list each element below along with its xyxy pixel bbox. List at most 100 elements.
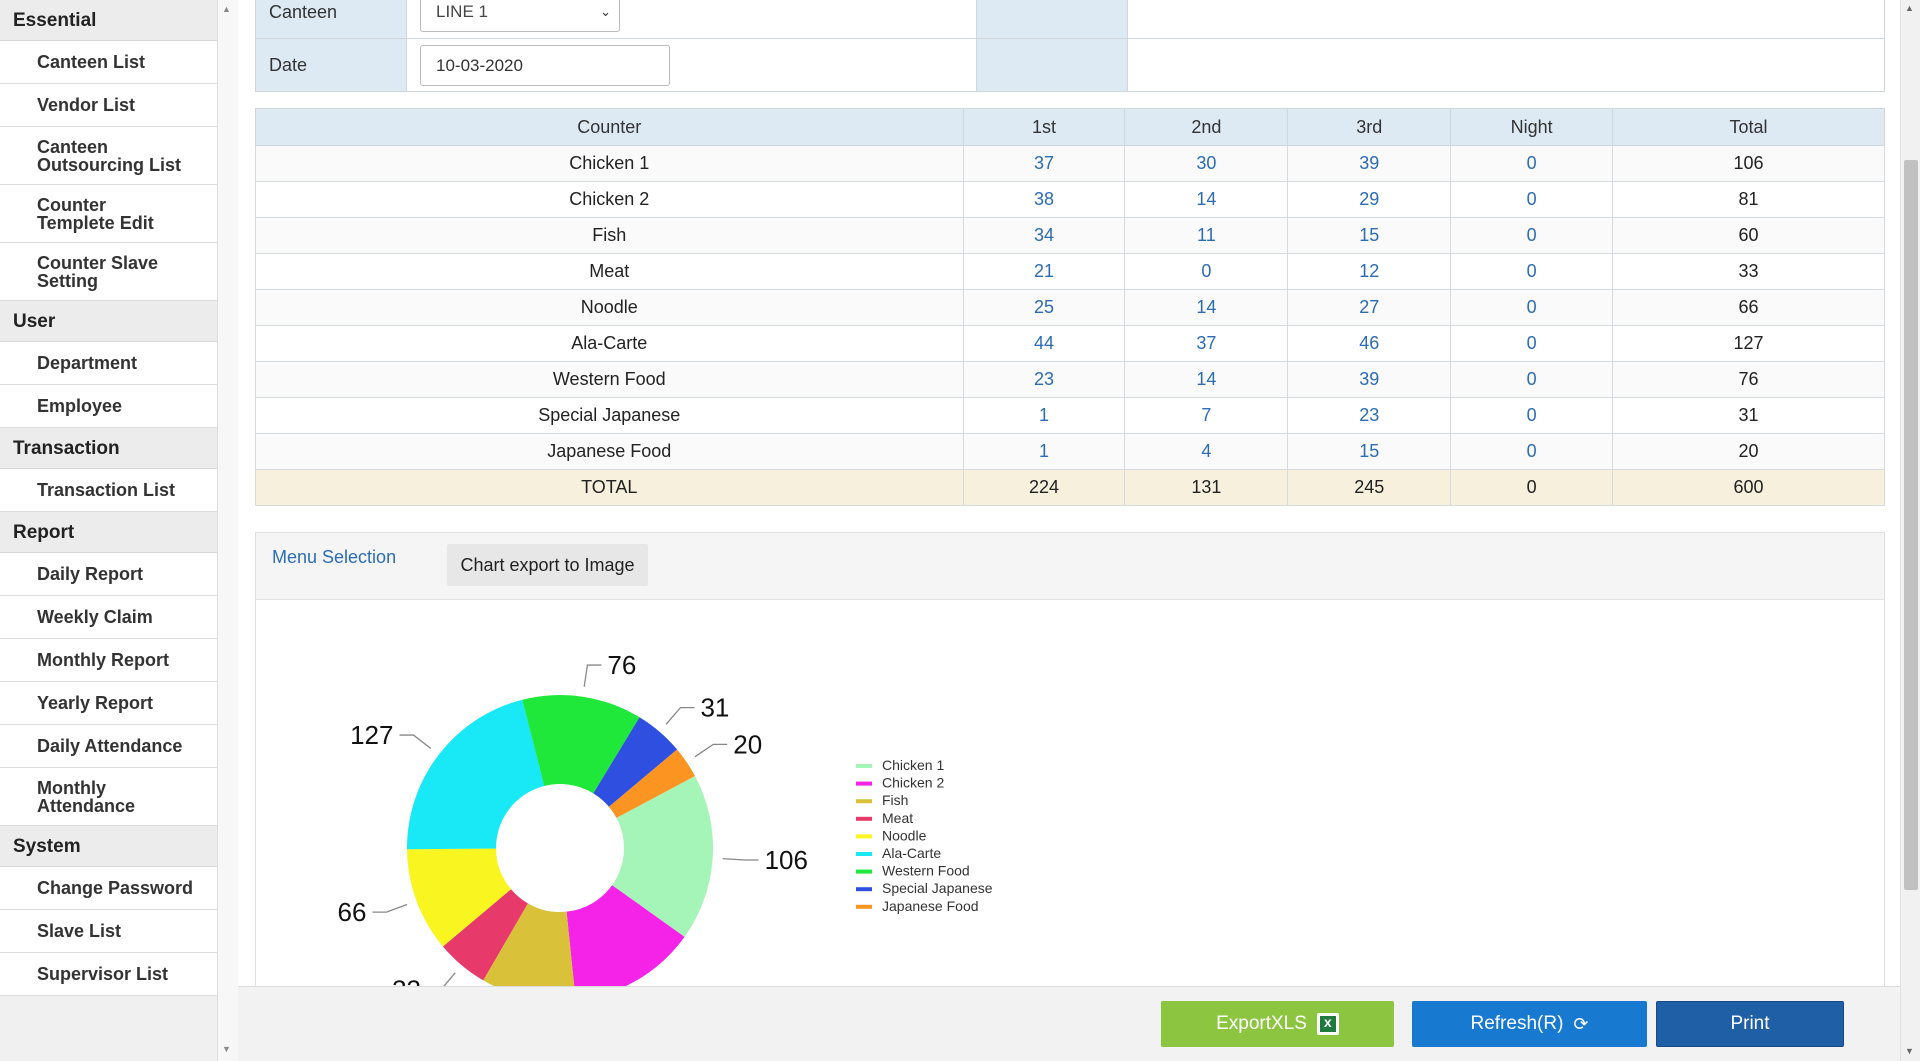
scroll-up-arrow-icon[interactable]: ▲ xyxy=(1905,3,1914,13)
count-link[interactable]: 12 xyxy=(1287,253,1452,290)
sidebar-item-daily-report[interactable]: Daily Report xyxy=(0,553,217,596)
sidebar-item-transaction-list[interactable]: Transaction List xyxy=(0,469,217,512)
legend-entry[interactable]: Western Food xyxy=(882,863,970,879)
count-link[interactable]: 11 xyxy=(1124,217,1289,254)
scroll-up-arrow-icon[interactable]: ▲ xyxy=(222,4,231,14)
sidebar-item-label: Monthly Report xyxy=(37,650,169,670)
refresh-button[interactable]: Refresh(R) ⟳ xyxy=(1412,1001,1647,1047)
legend-entry[interactable]: Fish xyxy=(882,792,908,808)
legend-entry[interactable]: Chicken 1 xyxy=(882,757,944,773)
scroll-down-arrow-icon[interactable]: ▼ xyxy=(222,1044,231,1054)
count-link[interactable]: 37 xyxy=(962,145,1126,182)
sidebar-item-monthly-report[interactable]: Monthly Report xyxy=(0,639,217,682)
chart-export-button[interactable]: Chart export to Image xyxy=(447,544,648,586)
legend-entry[interactable]: Ala-Carte xyxy=(882,845,941,861)
sidebar-group-essential[interactable]: Essential xyxy=(0,0,217,41)
count-link[interactable]: 14 xyxy=(1124,361,1289,398)
count-link[interactable]: 23 xyxy=(962,361,1126,398)
sidebar-item-yearly-report[interactable]: Yearly Report xyxy=(0,682,217,725)
count-link[interactable]: 0 xyxy=(1450,325,1614,362)
sidebar-group-user[interactable]: User xyxy=(0,301,217,342)
sidebar-item-department[interactable]: Department xyxy=(0,342,217,385)
sidebar-item-vendor-list[interactable]: Vendor List xyxy=(0,84,217,127)
legend-entry[interactable]: Japanese Food xyxy=(882,898,979,914)
pie-slice-special-japanese[interactable] xyxy=(593,717,678,807)
total-cell: 600 xyxy=(1612,469,1885,506)
count-link[interactable]: 14 xyxy=(1124,181,1289,218)
sidebar-item-counter-templete-edit[interactable]: Counter Templete Edit xyxy=(0,185,217,243)
count-link[interactable]: 39 xyxy=(1287,145,1452,182)
sidebar-item-employee[interactable]: Employee xyxy=(0,385,217,428)
sidebar-item-supervisor-list[interactable]: Supervisor List xyxy=(0,953,217,996)
pie-slice-chicken-2[interactable] xyxy=(566,885,685,1001)
sidebar-scrollbar[interactable]: ▲ ▼ xyxy=(218,0,238,1061)
sidebar-group-report[interactable]: Report xyxy=(0,512,217,553)
legend-swatch xyxy=(856,781,872,786)
count-link[interactable]: 38 xyxy=(962,181,1126,218)
sidebar-item-counter-slave-setting[interactable]: Counter Slave Setting xyxy=(0,243,217,301)
sidebar-item-monthly-attendance[interactable]: Monthly Attendance xyxy=(0,768,217,826)
count-link[interactable]: 0 xyxy=(1450,433,1614,470)
pie-slice-japanese-food[interactable] xyxy=(608,749,695,818)
pie-slice-ala-carte[interactable] xyxy=(407,699,545,850)
count-link[interactable]: 0 xyxy=(1450,289,1614,326)
count-link[interactable]: 4 xyxy=(1124,433,1289,470)
count-link[interactable]: 7 xyxy=(1124,397,1289,434)
pie-slice-chicken-1[interactable] xyxy=(612,775,713,937)
pie-slice-noodle[interactable] xyxy=(407,848,512,947)
sidebar-group-transaction[interactable]: Transaction xyxy=(0,428,217,469)
count-link[interactable]: 1 xyxy=(962,433,1126,470)
pie-slice-meat[interactable] xyxy=(442,889,528,981)
count-link[interactable]: 23 xyxy=(1287,397,1452,434)
sidebar-item-label: Monthly Attendance xyxy=(37,777,136,816)
count-link[interactable]: 0 xyxy=(1124,253,1289,290)
sidebar-item-weekly-claim[interactable]: Weekly Claim xyxy=(0,596,217,639)
pie-slice-fish[interactable] xyxy=(483,903,576,1001)
count-link[interactable]: 14 xyxy=(1124,289,1289,326)
date-input[interactable]: 10-03-2020 xyxy=(420,44,670,86)
page-scrollbar[interactable]: ▲ ▼ xyxy=(1900,0,1920,1061)
legend-entry[interactable]: Noodle xyxy=(882,827,927,843)
count-link[interactable]: 21 xyxy=(962,253,1126,290)
column-header-night: Night xyxy=(1450,108,1614,146)
legend-entry[interactable]: Special Japanese xyxy=(882,880,993,896)
count-link[interactable]: 25 xyxy=(962,289,1126,326)
sidebar-group-system[interactable]: System xyxy=(0,826,217,867)
count-link[interactable]: 37 xyxy=(1124,325,1289,362)
sidebar-item-canteen-list[interactable]: Canteen List xyxy=(0,41,217,84)
count-link[interactable]: 0 xyxy=(1450,253,1614,290)
legend-entry[interactable]: Chicken 2 xyxy=(882,775,944,791)
count-link[interactable]: 0 xyxy=(1450,361,1614,398)
count-link[interactable]: 0 xyxy=(1450,145,1614,182)
legend-entry[interactable]: Meat xyxy=(882,810,913,826)
canteen-select[interactable]: LINE 1 ⌄ xyxy=(420,0,620,32)
count-link[interactable]: 46 xyxy=(1287,325,1452,362)
sidebar-item-daily-attendance[interactable]: Daily Attendance xyxy=(0,725,217,768)
pie-slice-western-food[interactable] xyxy=(522,695,640,794)
sidebar-item-change-password[interactable]: Change Password xyxy=(0,867,217,910)
count-link[interactable]: 15 xyxy=(1287,217,1452,254)
count-link[interactable]: 1 xyxy=(962,397,1126,434)
sidebar-item-slave-list[interactable]: Slave List xyxy=(0,910,217,953)
scroll-down-arrow-icon[interactable]: ▼ xyxy=(1905,1046,1914,1056)
count-link[interactable]: 27 xyxy=(1287,289,1452,326)
scrollbar-thumb[interactable] xyxy=(1904,160,1918,890)
count-link[interactable]: 0 xyxy=(1450,397,1614,434)
count-link[interactable]: 29 xyxy=(1287,181,1452,218)
count-link[interactable]: 30 xyxy=(1124,145,1289,182)
count-link[interactable]: 34 xyxy=(962,217,1126,254)
print-button[interactable]: Print xyxy=(1656,1001,1844,1047)
count-link[interactable]: 44 xyxy=(962,325,1126,362)
total-row: TOTAL 224 131 245 0 600 xyxy=(255,469,1885,506)
count-link[interactable]: 39 xyxy=(1287,361,1452,398)
menu-selection-link[interactable]: Menu Selection xyxy=(272,547,397,567)
count-link[interactable]: 0 xyxy=(1450,217,1614,254)
sidebar-item-label: Vendor List xyxy=(37,95,136,115)
export-xls-button[interactable]: ExportXLS xyxy=(1161,1001,1394,1047)
sidebar-item-canteen-outsourcing-list[interactable]: Canteen Outsourcing List xyxy=(0,127,217,185)
count-link[interactable]: 15 xyxy=(1287,433,1452,470)
table-row: Chicken 2 38 14 29 0 81 xyxy=(255,181,1885,218)
count-link[interactable]: 0 xyxy=(1450,181,1614,218)
table-row: Western Food 23 14 39 0 76 xyxy=(255,361,1885,398)
canteen-select-value: LINE 1 xyxy=(436,2,488,21)
